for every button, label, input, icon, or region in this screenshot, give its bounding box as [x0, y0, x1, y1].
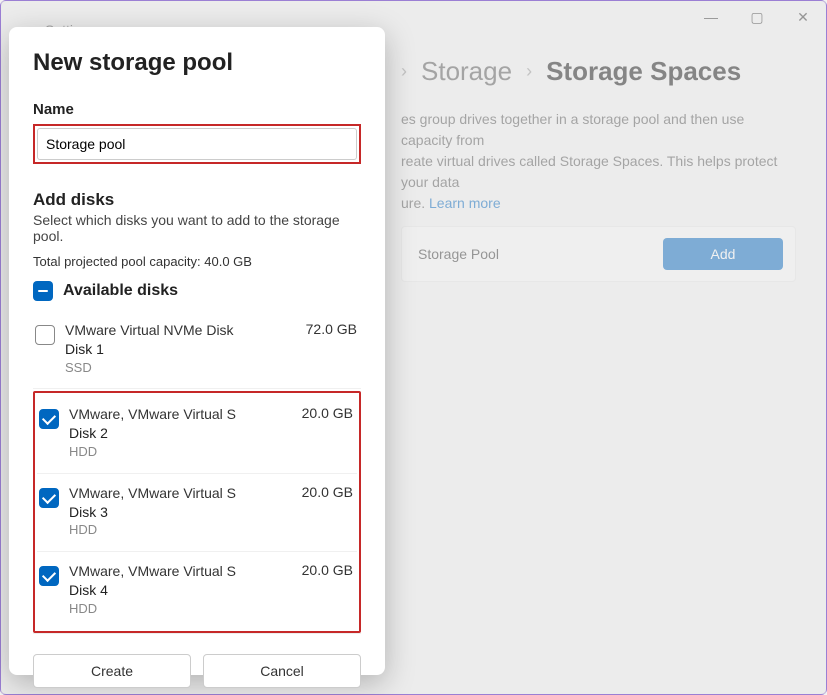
projected-capacity: Total projected pool capacity: 40.0 GB	[33, 254, 361, 269]
add-disks-subtext: Select which disks you want to add to th…	[33, 212, 361, 244]
disk-number: Disk 2	[69, 424, 292, 443]
available-disks-title: Available disks	[63, 282, 178, 300]
create-button[interactable]: Create	[33, 654, 191, 688]
disk-info: VMware, VMware Virtual S Disk 3 HDD	[69, 484, 292, 539]
disk-model: VMware, VMware Virtual S	[69, 562, 292, 581]
disk-checkbox[interactable]	[39, 488, 59, 508]
disk-model: VMware, VMware Virtual S	[69, 484, 292, 503]
disk-checkbox[interactable]	[35, 325, 55, 345]
disk-checkbox[interactable]	[39, 409, 59, 429]
disk-info: VMware Virtual NVMe Disk Disk 1 SSD	[65, 321, 296, 376]
disk-list: VMware Virtual NVMe Disk Disk 1 SSD 72.0…	[33, 311, 361, 633]
selected-disks-highlight: VMware, VMware Virtual S Disk 2 HDD 20.0…	[33, 391, 361, 633]
disk-type: HDD	[69, 521, 292, 539]
cancel-button[interactable]: Cancel	[203, 654, 361, 688]
available-disks-header[interactable]: Available disks	[33, 281, 361, 301]
disk-size: 20.0 GB	[302, 562, 353, 578]
disk-row[interactable]: VMware, VMware Virtual S Disk 4 HDD 20.0…	[37, 552, 357, 629]
group-checkbox-indeterminate[interactable]	[33, 281, 53, 301]
disk-number: Disk 1	[65, 340, 296, 359]
add-disks-heading: Add disks	[33, 190, 361, 210]
disk-info: VMware, VMware Virtual S Disk 2 HDD	[69, 405, 292, 460]
name-input-highlight	[33, 124, 361, 164]
disk-model: VMware Virtual NVMe Disk	[65, 321, 296, 340]
name-label: Name	[33, 101, 361, 118]
disk-info: VMware, VMware Virtual S Disk 4 HDD	[69, 562, 292, 617]
disk-checkbox[interactable]	[39, 566, 59, 586]
disk-model: VMware, VMware Virtual S	[69, 405, 292, 424]
disk-number: Disk 3	[69, 503, 292, 522]
disk-size: 20.0 GB	[302, 484, 353, 500]
disk-row[interactable]: VMware Virtual NVMe Disk Disk 1 SSD 72.0…	[33, 311, 361, 389]
new-storage-pool-dialog: New storage pool Name Add disks Select w…	[9, 27, 385, 675]
disk-size: 72.0 GB	[306, 321, 357, 337]
dialog-footer: Create Cancel	[33, 633, 361, 688]
disk-type: HDD	[69, 443, 292, 461]
disk-type: HDD	[69, 600, 292, 618]
dialog-title: New storage pool	[33, 49, 361, 77]
disk-size: 20.0 GB	[302, 405, 353, 421]
disk-number: Disk 4	[69, 581, 292, 600]
disk-row[interactable]: VMware, VMware Virtual S Disk 3 HDD 20.0…	[37, 474, 357, 552]
pool-name-input[interactable]	[37, 128, 357, 160]
disk-row[interactable]: VMware, VMware Virtual S Disk 2 HDD 20.0…	[37, 395, 357, 473]
disk-type: SSD	[65, 359, 296, 377]
